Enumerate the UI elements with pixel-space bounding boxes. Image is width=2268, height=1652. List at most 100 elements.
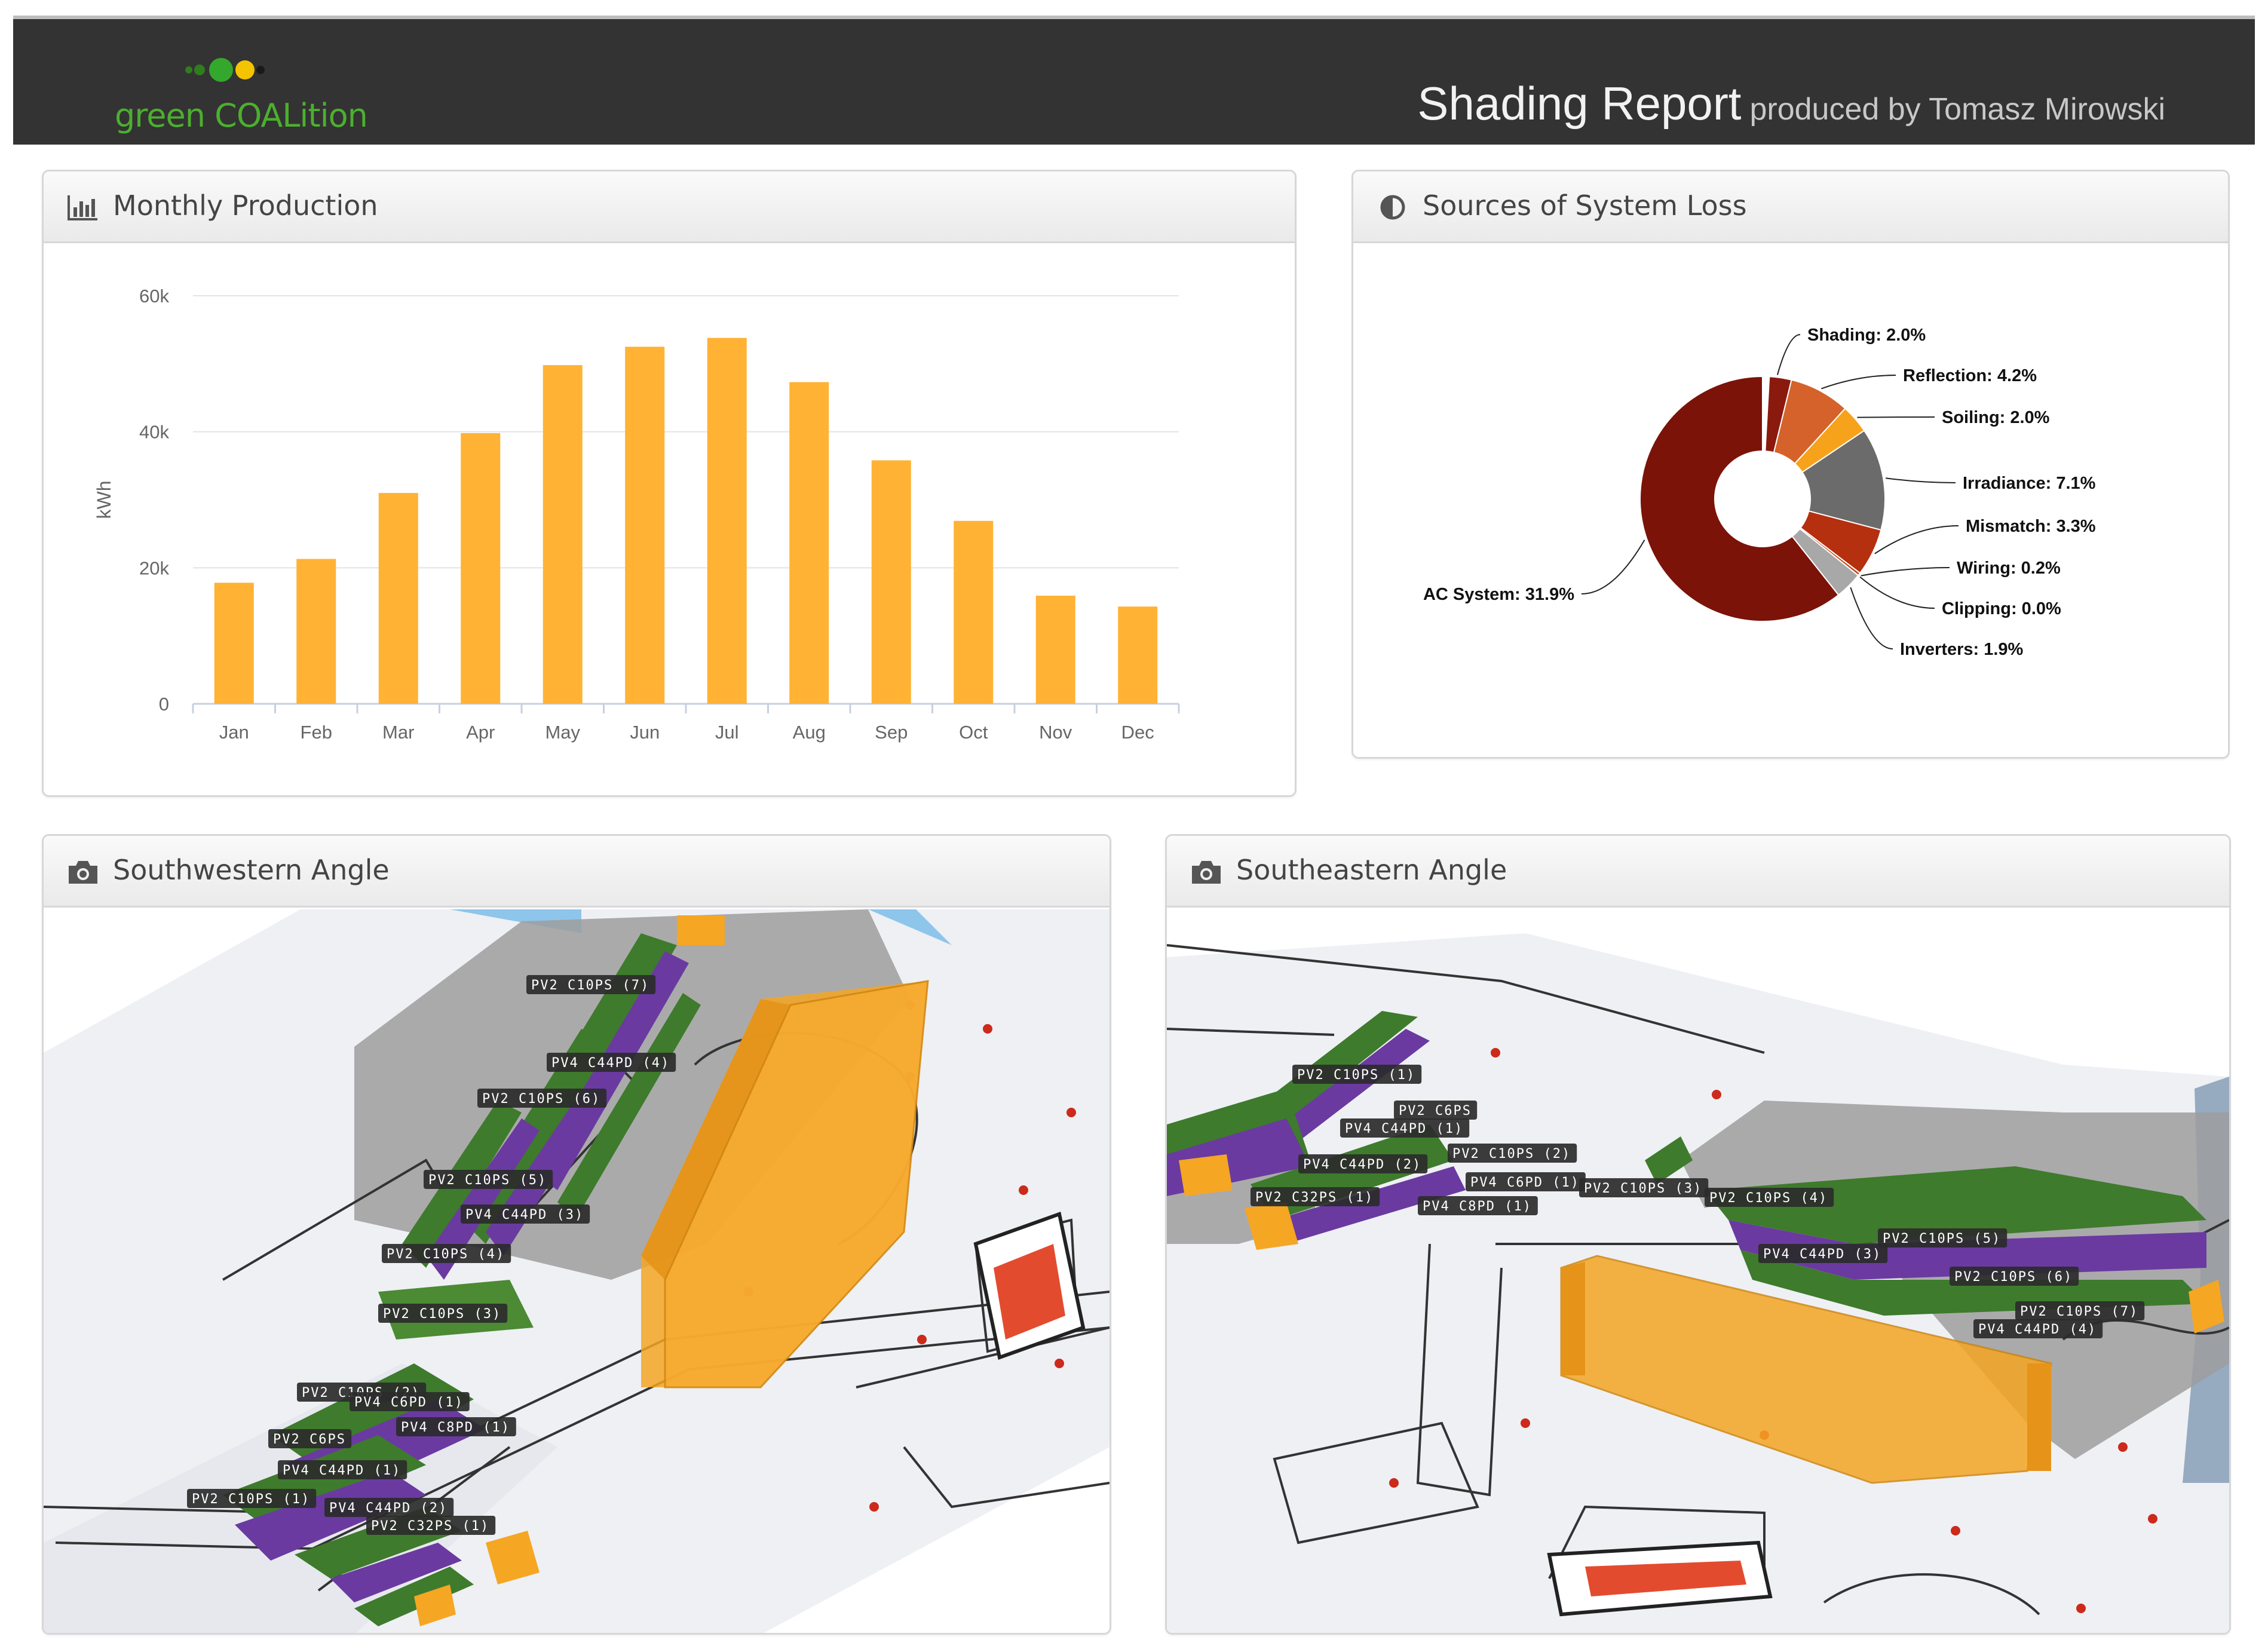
x-tick-label: Jun	[630, 722, 660, 743]
array-label: PV2 C10PS (4)	[1705, 1188, 1834, 1207]
report-header: green COALition Shading Report produced b…	[13, 16, 2255, 145]
array-label: PV2 C10PS (3)	[1579, 1178, 1709, 1197]
array-label: PV2 C10PS (2)	[1448, 1144, 1577, 1163]
array-label: PV2 C10PS (1)	[1292, 1065, 1422, 1084]
bar-feb[interactable]	[296, 559, 336, 704]
array-label: PV4 C8PD (1)	[1418, 1196, 1538, 1215]
panel-header: Sources of System Loss	[1353, 171, 2228, 243]
panel-title: Southwestern Angle	[113, 854, 390, 886]
bar-sep[interactable]	[871, 460, 911, 704]
array-label: PV2 C10PS (6)	[1950, 1267, 2079, 1286]
bar-chart-icon	[68, 195, 97, 220]
report-title-text: Shading Report	[1417, 77, 1742, 130]
southwestern-3d-render: PV2 C10PS (7) PV4 C44PD (4) PV2 C10PS (6) P…	[44, 909, 1110, 1633]
bar-jan[interactable]	[214, 583, 254, 704]
pv-arrays-right	[1705, 1166, 2206, 1316]
panel-header: Southeastern Angle	[1167, 836, 2229, 908]
bar-jul[interactable]	[707, 338, 747, 704]
array-label: PV2 C10PS (7)	[526, 975, 656, 994]
slice-label: Mismatch: 3.3%	[1966, 517, 2096, 536]
svg-text:PV2 C10PS (1): PV2 C10PS (1)	[192, 1492, 310, 1507]
svg-text:PV2 C10PS (3): PV2 C10PS (3)	[383, 1307, 501, 1322]
panel-header: Southwestern Angle	[44, 836, 1110, 908]
report-subtitle: produced by Tomasz Mirowski	[1749, 92, 2165, 127]
array-label: PV4 C44PD (2)	[324, 1498, 454, 1517]
x-tick-label: Mar	[382, 722, 414, 743]
panel-title: Southeastern Angle	[1236, 854, 1507, 886]
array-label: PV4 C44PD (1)	[1340, 1118, 1470, 1138]
svg-text:PV2 C10PS (3): PV2 C10PS (3)	[1584, 1181, 1702, 1196]
array-label: PV2 C10PS (1)	[187, 1489, 317, 1508]
leader-line	[1885, 477, 1956, 483]
southwestern-angle-panel: Southwestern Angle	[42, 834, 1111, 1635]
x-tick-label: Sep	[875, 722, 908, 743]
svg-text:PV2 C10PS (7): PV2 C10PS (7)	[2020, 1304, 2138, 1319]
panel-header: Monthly Production	[44, 171, 1295, 243]
camera-icon	[69, 861, 97, 884]
building-outline-right	[973, 1212, 1086, 1360]
brand-name: green COALition	[115, 97, 368, 134]
svg-text:PV2 C10PS (1): PV2 C10PS (1)	[1297, 1068, 1415, 1083]
leader-line	[1776, 334, 1801, 375]
bar-nov[interactable]	[1035, 596, 1075, 704]
leader-line	[1850, 587, 1893, 649]
leader-line	[1581, 540, 1645, 594]
x-tick-label: Jul	[715, 722, 739, 743]
monthly-production-panel: Monthly Production 0 20k 40k 60k kWh Jan Feb Ma…	[42, 170, 1297, 797]
half-circle-icon	[1380, 195, 1405, 220]
slice-label: Irradiance: 7.1%	[1963, 474, 2096, 493]
svg-text:PV2 C10PS (5): PV2 C10PS (5)	[428, 1173, 547, 1188]
svg-text:PV4 C8PD (1): PV4 C8PD (1)	[401, 1420, 510, 1435]
bar-jun[interactable]	[625, 347, 665, 704]
y-tick-label: 60k	[139, 286, 169, 307]
array-label: PV2 C10PS (4)	[382, 1244, 511, 1263]
svg-text:PV2 C10PS (7): PV2 C10PS (7)	[531, 978, 649, 993]
y-tick-label: 20k	[139, 557, 169, 578]
svg-text:PV4 C44PD (2): PV4 C44PD (2)	[329, 1501, 448, 1516]
array-label: PV2 C10PS (5)	[1878, 1228, 2008, 1248]
array-label: PV4 C44PD (3)	[1758, 1244, 1888, 1263]
brand-logo: green COALition	[102, 43, 368, 139]
bar-dec[interactable]	[1118, 606, 1158, 704]
svg-text:PV2 C10PS (2): PV2 C10PS (2)	[1452, 1147, 1571, 1161]
bar-aug[interactable]	[789, 382, 829, 704]
svg-text:PV2 C10PS (4): PV2 C10PS (4)	[1709, 1191, 1828, 1206]
leader-line	[1874, 525, 1959, 554]
x-tick-label: Dec	[1121, 722, 1154, 743]
bar-may[interactable]	[543, 365, 583, 704]
monthly-chart-area: 0 20k 40k 60k kWh Jan Feb Mar Apr May Jun Jul Aug Sep…	[44, 245, 1295, 795]
svg-text:PV2 C10PS (6): PV2 C10PS (6)	[482, 1092, 600, 1107]
svg-text:PV2 C32PS (1): PV2 C32PS (1)	[1255, 1190, 1374, 1205]
panel-title: Sources of System Loss	[1423, 189, 1747, 222]
camera-icon	[1192, 861, 1221, 884]
leader-line	[1857, 416, 1935, 418]
svg-text:PV4 C44PD (3): PV4 C44PD (3)	[465, 1207, 584, 1222]
bar-mar[interactable]	[378, 493, 418, 704]
bar-oct[interactable]	[954, 520, 994, 704]
bar-apr[interactable]	[461, 433, 501, 704]
main-building-block	[641, 980, 929, 1389]
array-label: PV4 C6PD (1)	[1466, 1172, 1586, 1191]
small-buildings	[1179, 1154, 2224, 1334]
slice-label: Clipping: 0.0%	[1942, 599, 2061, 618]
y-axis-label: kWh	[93, 481, 115, 519]
array-label: PV2 C10PS (5)	[424, 1170, 553, 1189]
array-label: PV4 C8PD (1)	[396, 1417, 516, 1436]
main-building-block	[1560, 1255, 2052, 1484]
slice-label: Inverters: 1.9%	[1900, 640, 2024, 659]
leader-line	[1859, 576, 1935, 609]
system-loss-panel: Sources of System Loss Shading: 2.0% Refl…	[1351, 170, 2230, 759]
array-label: PV2 C6PS	[1394, 1101, 1478, 1120]
logo-dots-icon	[185, 58, 265, 82]
svg-text:PV2 C10PS (5): PV2 C10PS (5)	[1883, 1231, 2001, 1246]
x-tick-label: Oct	[959, 722, 988, 743]
x-tick-label: Jan	[219, 722, 249, 743]
slice-3[interactable]	[1801, 430, 1886, 531]
slice-8[interactable]	[1639, 375, 1840, 622]
array-label: PV2 C10PS (6)	[477, 1089, 607, 1108]
slice-label: Soiling: 2.0%	[1942, 408, 2050, 427]
building-outline-bottom	[1547, 1540, 1773, 1617]
svg-text:PV2 C32PS (1): PV2 C32PS (1)	[371, 1519, 489, 1534]
x-tick-label: Aug	[793, 722, 826, 743]
